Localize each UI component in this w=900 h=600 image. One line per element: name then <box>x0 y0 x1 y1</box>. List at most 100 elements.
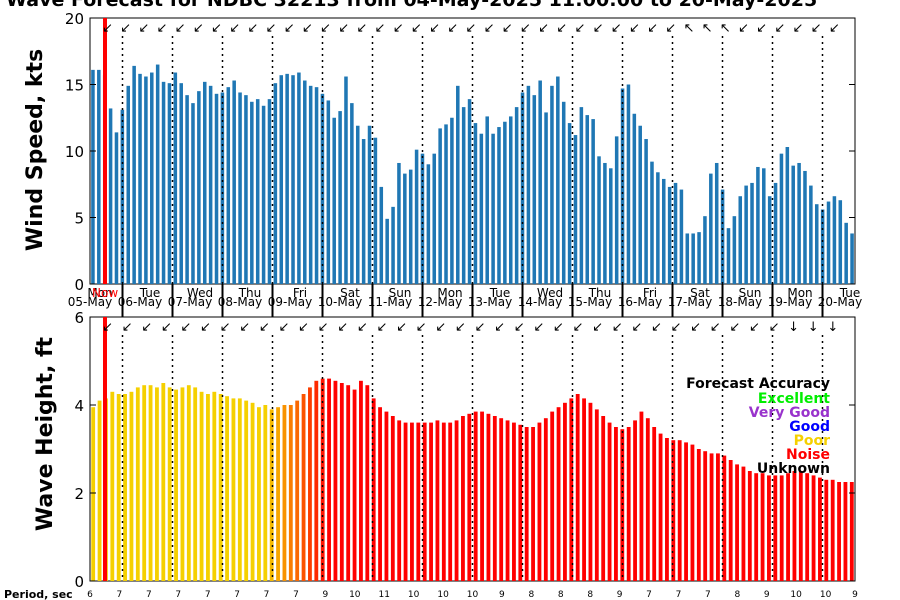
wind-bar <box>650 161 654 284</box>
wave-direction-arrow: ↙ <box>357 320 368 335</box>
wave-bar <box>186 385 191 581</box>
wind-bar <box>644 139 648 284</box>
wave-bar <box>180 387 185 581</box>
wind-bar <box>626 84 631 284</box>
wind-bar <box>750 182 754 284</box>
wave-direction-arrow: ↓ <box>788 320 799 335</box>
wind-bar <box>667 186 672 284</box>
wind-bar <box>432 153 437 284</box>
wave-direction-arrow: ↙ <box>553 320 564 335</box>
wave-bar <box>512 422 516 581</box>
wave-direction-arrow: ↙ <box>102 320 113 335</box>
wind-bar <box>491 133 495 284</box>
legend-item-excellent: Excellent <box>758 391 830 407</box>
wind-bar <box>420 153 425 284</box>
wind-bar <box>762 168 766 284</box>
date-label: 20-May <box>818 295 862 309</box>
wind-bar <box>408 169 413 284</box>
wave-bar <box>193 387 198 581</box>
wave-bar <box>225 396 229 581</box>
wave-bar <box>91 407 96 581</box>
wind-bar <box>355 125 360 284</box>
wind-bar <box>514 107 519 284</box>
period-value: 7 <box>234 590 240 600</box>
wave-bar <box>722 455 727 581</box>
wave-direction-arrow: ↙ <box>141 320 152 335</box>
wind-bar <box>591 119 595 284</box>
wind-direction-arrow: ↙ <box>175 21 186 36</box>
wind-bar <box>579 107 584 284</box>
wind-ytick-label: 5 <box>74 210 84 228</box>
wind-bar <box>297 72 301 284</box>
wind-bar <box>714 162 719 284</box>
wave-bar <box>792 471 797 581</box>
wave-ytick-label: 2 <box>74 485 84 503</box>
wave-bar <box>308 387 312 581</box>
wave-bar <box>671 440 676 581</box>
wind-bar <box>732 216 737 284</box>
wave-bar <box>537 422 542 581</box>
wind-bar <box>844 222 848 284</box>
chart-title: & Wave Forecast for NDBC 32213 from 04-M… <box>0 0 817 11</box>
wind-bar <box>403 173 407 284</box>
wind-bar <box>308 85 313 284</box>
wave-direction-arrow: ↙ <box>220 320 231 335</box>
wave-bar <box>371 398 376 581</box>
wave-bar <box>378 407 382 581</box>
wave-bar <box>524 427 529 581</box>
period-value: 10 <box>349 590 361 600</box>
period-value: 7 <box>293 590 299 600</box>
wind-direction-arrow: ↙ <box>811 21 822 36</box>
wave-direction-arrow: ↙ <box>435 320 446 335</box>
wind-bar <box>314 87 319 284</box>
wave-bar <box>767 475 771 581</box>
wave-frame <box>89 316 856 582</box>
wave-bar <box>563 402 567 581</box>
wind-direction-arrow: ↙ <box>665 21 676 36</box>
wind-direction-arrow: ↙ <box>266 21 277 36</box>
wave-bar <box>155 387 159 581</box>
legend-item-poor: Poor <box>794 433 830 449</box>
wind-bar <box>361 139 366 284</box>
wave-direction-arrow: ↙ <box>396 320 407 335</box>
period-value: 7 <box>117 590 123 600</box>
wind-bar <box>609 168 613 284</box>
wave-bar <box>709 453 714 581</box>
wind-direction-arrow: ↖ <box>702 21 713 36</box>
wave-bar <box>110 391 115 581</box>
wind-bar <box>561 101 566 284</box>
wind-bar <box>326 100 331 285</box>
wave-bar <box>473 411 478 581</box>
wind-bar <box>832 196 837 284</box>
wave-bar <box>754 473 759 581</box>
wave-bar <box>359 380 363 581</box>
wave-bar <box>486 413 491 581</box>
wind-direction-arrow: ↙ <box>356 21 367 36</box>
date-label: 16-May <box>618 295 662 309</box>
wind-bar <box>97 69 101 285</box>
wave-ytick-label: 4 <box>74 397 84 415</box>
wave-bar <box>161 383 166 581</box>
wind-bar <box>344 76 348 285</box>
day-label: Tue <box>489 286 511 300</box>
day-label: Sun <box>389 286 412 300</box>
period-value: 7 <box>646 590 652 600</box>
wind-bar <box>726 228 731 284</box>
wave-bar <box>849 482 854 581</box>
wind-bar <box>155 64 160 284</box>
wind-bar <box>479 133 484 284</box>
wind-bar <box>791 165 795 284</box>
wave-bar <box>288 405 293 581</box>
wave-direction-arrow: ↓ <box>827 320 838 335</box>
day-label: Fri <box>643 286 657 300</box>
wave-bar <box>741 466 746 581</box>
wind-bar <box>179 83 183 284</box>
wave-bar <box>199 391 204 581</box>
period-value: 9 <box>617 590 623 600</box>
period-value: 9 <box>323 590 329 600</box>
wind-bar <box>532 95 537 284</box>
wind-direction-arrow: ↙ <box>375 21 386 36</box>
wind-bar <box>673 182 678 284</box>
wind-direction-arrow: ↙ <box>447 21 458 36</box>
